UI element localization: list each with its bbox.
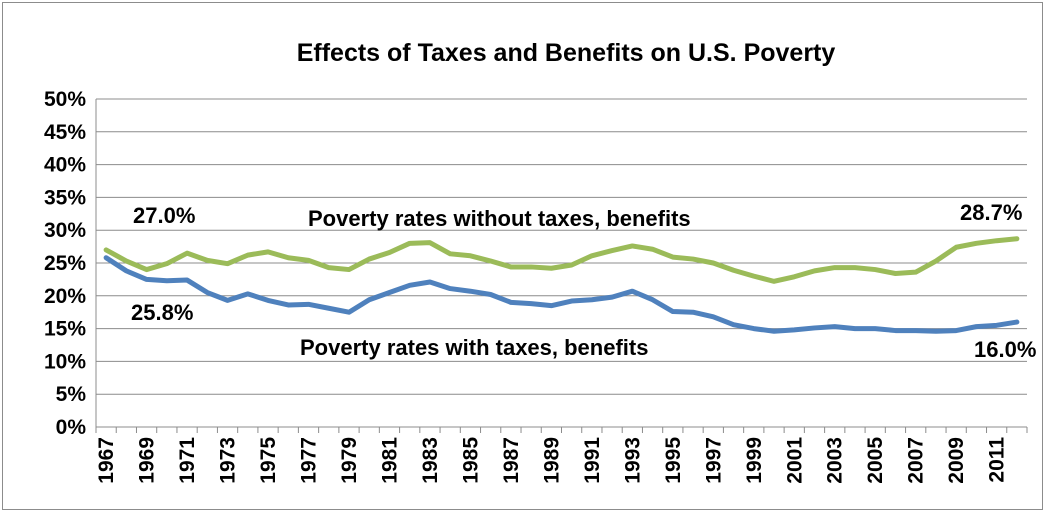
y-axis-ticks: 0% 5% 10% 15% 20% 25% 30% 35% 40% 45% 50% — [44, 88, 86, 439]
x-tick-label: 2009 — [945, 437, 968, 484]
y-tick-label: 50% — [44, 88, 86, 111]
annotations: Poverty rates without taxes, benefits Po… — [131, 200, 1036, 362]
x-tick-label: 1997 — [702, 437, 725, 484]
x-tick-label: 1969 — [136, 437, 159, 484]
x-tick-label: 1987 — [500, 437, 523, 484]
x-tick-label: 1999 — [743, 437, 766, 484]
x-tick-label: 2001 — [783, 437, 806, 484]
x-tick-label: 1983 — [419, 437, 442, 484]
annotation-without-label: Poverty rates without taxes, benefits — [308, 206, 691, 231]
x-tick-label: 2005 — [864, 437, 887, 484]
y-tick-label: 5% — [56, 383, 87, 406]
annotation-with-label: Poverty rates with taxes, benefits — [300, 335, 648, 360]
y-tick-label: 20% — [44, 285, 86, 308]
annotation-end-without: 28.7% — [960, 200, 1022, 225]
y-tick-label: 25% — [44, 252, 86, 275]
x-tick-label: 2003 — [824, 437, 847, 484]
series-lines — [103, 236, 1020, 334]
y-tick-label: 45% — [44, 121, 86, 144]
x-tick-label: 1995 — [662, 437, 685, 484]
x-axis-ticks: 1967 1969 1971 1973 1975 1977 1979 1981 1983 1985… — [95, 427, 1028, 484]
y-tick-label: 15% — [44, 318, 86, 341]
series-line-with-taxes — [103, 255, 1020, 334]
y-tick-label: 40% — [44, 154, 86, 177]
x-tick-label: 1977 — [298, 437, 321, 484]
x-tick-label: 1985 — [459, 437, 482, 484]
annotation-start-without: 27.0% — [133, 203, 195, 228]
x-tick-label: 1991 — [581, 437, 604, 484]
x-tick-label: 1993 — [621, 437, 644, 484]
x-tick-label: 1981 — [378, 437, 401, 484]
annotation-start-with: 25.8% — [131, 300, 193, 325]
x-tick-label: 1979 — [338, 437, 361, 484]
x-tick-label: 1967 — [95, 437, 118, 484]
chart-title: Effects of Taxes and Benefits on U.S. Po… — [297, 39, 836, 67]
y-tick-label: 30% — [44, 219, 86, 242]
annotation-end-with: 16.0% — [974, 337, 1036, 362]
x-tick-label: 2007 — [905, 437, 928, 484]
y-tick-label: 35% — [44, 186, 86, 209]
x-tick-label: 1973 — [217, 437, 240, 484]
y-tick-label: 0% — [56, 416, 87, 439]
x-tick-label: 2011 — [986, 437, 1009, 483]
x-tick-label: 1971 — [176, 437, 199, 484]
x-tick-label: 1989 — [540, 437, 563, 484]
y-tick-label: 10% — [44, 350, 86, 373]
gridlines — [95, 98, 1027, 428]
x-tick-label: 1975 — [257, 437, 280, 484]
series-line-without-taxes — [103, 236, 1020, 284]
